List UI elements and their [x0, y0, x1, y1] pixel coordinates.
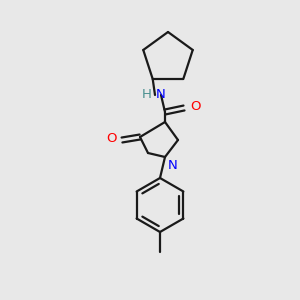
Text: O: O: [106, 133, 117, 146]
Text: H: H: [142, 88, 152, 100]
Text: O: O: [190, 100, 200, 113]
Text: N: N: [156, 88, 166, 100]
Text: N: N: [168, 159, 178, 172]
